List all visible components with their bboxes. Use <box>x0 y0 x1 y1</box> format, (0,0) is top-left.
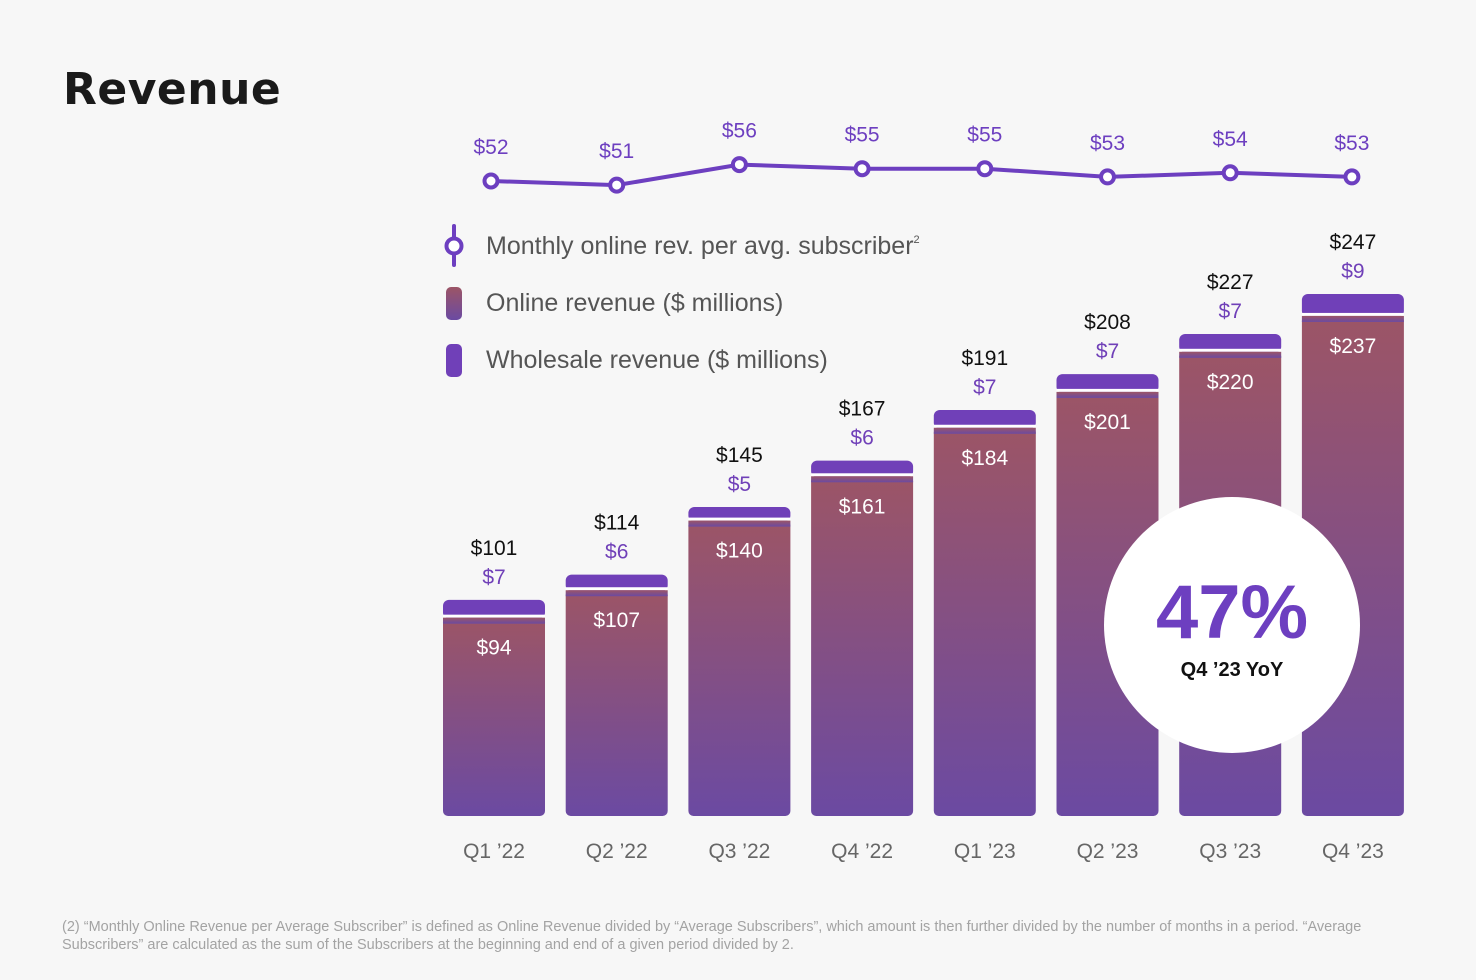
bar-divider <box>565 587 668 591</box>
bar-online-cap <box>933 427 1036 434</box>
bar-divider <box>688 517 791 521</box>
line-series <box>490 162 1352 188</box>
label-total: $247 <box>1330 231 1377 254</box>
line-label: $56 <box>722 120 757 143</box>
label-online: $94 <box>476 637 511 660</box>
label-wholesale: $6 <box>850 427 873 450</box>
line-point <box>482 172 500 190</box>
line-point <box>730 156 748 174</box>
bar-wholesale <box>933 409 1036 429</box>
label-wholesale: $9 <box>1341 260 1364 283</box>
label-online: $201 <box>1084 411 1131 434</box>
bar-divider <box>933 424 1036 428</box>
bar-online <box>565 590 668 816</box>
x-tick-label: Q4 ’23 <box>1322 840 1384 863</box>
legend-label-line: Monthly online rev. per avg. subscriber2 <box>486 232 920 260</box>
label-total: $114 <box>594 512 639 535</box>
bar-wholesale <box>1301 293 1404 317</box>
line-label: $53 <box>1090 132 1125 155</box>
label-wholesale: $7 <box>482 566 505 589</box>
label-wholesale: $7 <box>1219 300 1242 323</box>
callout-label: Q4 ’23 YoY <box>1181 659 1284 681</box>
bar-online-cap <box>688 520 791 527</box>
line-point <box>608 176 626 194</box>
line-point <box>1099 168 1116 186</box>
x-tick-label: Q3 ’22 <box>708 840 770 863</box>
bar-online-cap <box>1179 351 1282 358</box>
label-wholesale: $6 <box>605 541 628 564</box>
x-tick-label: Q1 ’23 <box>954 840 1016 863</box>
line-label: $54 <box>1213 128 1248 151</box>
line-label: $55 <box>967 124 1002 147</box>
legend-label-online: Online revenue ($ millions) <box>486 289 783 317</box>
bar-wholesale <box>1179 334 1282 353</box>
bar-online-cap <box>811 476 914 483</box>
x-tick-label: Q4 ’22 <box>831 840 893 863</box>
line-label: $52 <box>473 136 508 159</box>
line-label: $53 <box>1334 132 1369 155</box>
line-point <box>853 160 871 178</box>
label-online: $220 <box>1207 371 1254 394</box>
yoy-callout: 47% Q4 ’23 YoY <box>1104 497 1360 753</box>
bar-divider <box>811 473 914 477</box>
x-tick-label: Q2 ’23 <box>1077 840 1139 863</box>
line-point <box>1343 168 1361 186</box>
bar-online <box>443 617 545 816</box>
legend: Monthly online rev. per avg. subscriber2… <box>444 224 920 377</box>
label-online: $107 <box>593 609 640 632</box>
bar-online-cap <box>565 590 668 597</box>
line-point <box>1221 164 1239 182</box>
bar-divider <box>1301 312 1404 316</box>
bar-wholesale <box>565 574 668 592</box>
bar-online <box>933 427 1036 816</box>
bar-online-cap <box>443 617 545 624</box>
label-wholesale: $7 <box>1096 340 1119 363</box>
legend-label-wholesale: Wholesale revenue ($ millions) <box>486 346 828 374</box>
x-tick-label: Q1 ’22 <box>463 840 525 863</box>
callout-value: 47% <box>1156 570 1308 655</box>
label-online: $140 <box>716 540 763 563</box>
legend-swatch-wholesale <box>446 344 462 377</box>
bar-online <box>688 520 791 816</box>
label-total: $208 <box>1084 311 1131 334</box>
label-total: $167 <box>839 398 886 421</box>
bar-online <box>811 476 914 816</box>
legend-swatch-online <box>446 287 462 320</box>
page-title: Revenue <box>63 64 282 115</box>
bar-online-cap <box>1056 391 1159 398</box>
legend-line-marker-icon <box>444 224 464 267</box>
label-total: $191 <box>961 347 1008 370</box>
bar-online-cap <box>1301 315 1404 322</box>
bar-divider <box>1056 388 1159 392</box>
label-total: $145 <box>716 444 763 467</box>
bar-wholesale <box>1056 374 1159 393</box>
x-tick-label: Q3 ’23 <box>1199 840 1261 863</box>
label-wholesale: $7 <box>973 376 996 399</box>
label-total: $101 <box>471 537 518 560</box>
line-label: $55 <box>845 124 880 147</box>
line-label: $51 <box>599 140 634 163</box>
label-online: $184 <box>961 447 1008 470</box>
bar-divider <box>443 614 545 618</box>
label-wholesale: $5 <box>728 473 751 496</box>
footnote: (2) “Monthly Online Revenue per Average … <box>62 919 1362 953</box>
bar-wholesale <box>443 599 545 619</box>
label-online: $237 <box>1330 335 1377 358</box>
bar-wholesale <box>811 460 914 478</box>
label-online: $161 <box>839 495 886 518</box>
x-tick-label: Q2 ’22 <box>586 840 648 863</box>
bar-divider <box>1179 348 1282 352</box>
line-point <box>976 160 994 178</box>
label-total: $227 <box>1207 271 1254 294</box>
